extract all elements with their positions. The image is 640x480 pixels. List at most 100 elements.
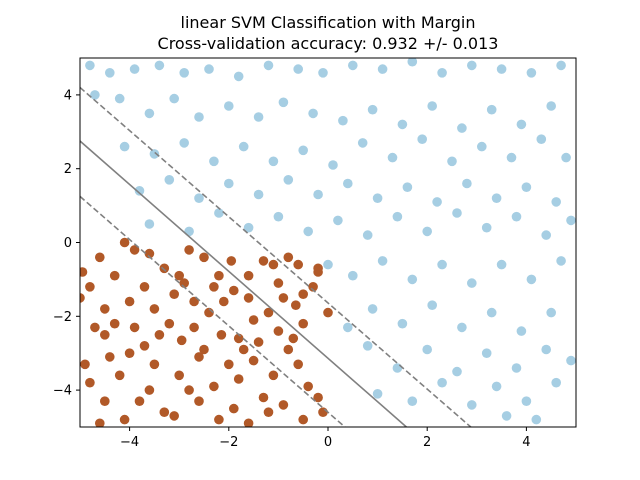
data-point-class-0 xyxy=(243,418,254,427)
data-point-class-1 xyxy=(566,355,576,366)
data-point-class-0 xyxy=(313,263,323,274)
data-point-class-1 xyxy=(491,381,502,392)
data-point-class-0 xyxy=(318,407,328,418)
data-point-class-1 xyxy=(481,222,492,233)
data-point-class-1 xyxy=(506,152,517,163)
data-point-class-1 xyxy=(377,256,388,266)
data-point-class-1 xyxy=(566,215,576,226)
data-point-class-1 xyxy=(283,175,294,185)
data-point-class-1 xyxy=(194,112,204,122)
data-point-class-1 xyxy=(526,68,537,78)
data-point-class-1 xyxy=(214,208,224,218)
data-point-class-1 xyxy=(303,226,314,237)
x-tick-label: 4 xyxy=(522,435,530,450)
data-point-class-1 xyxy=(541,230,551,240)
data-point-class-1 xyxy=(224,178,234,189)
data-point-class-0 xyxy=(144,385,155,395)
data-point-class-1 xyxy=(452,366,462,377)
x-tick-label: −2 xyxy=(219,435,238,450)
x-tick-label: −4 xyxy=(120,435,139,450)
data-point-class-1 xyxy=(105,68,115,78)
data-point-class-1 xyxy=(437,259,447,270)
data-point-class-1 xyxy=(144,108,155,119)
data-point-class-0 xyxy=(313,392,323,403)
data-point-class-1 xyxy=(362,230,373,240)
data-point-class-0 xyxy=(233,333,244,344)
data-point-class-1 xyxy=(253,112,264,122)
data-point-class-1 xyxy=(541,344,551,355)
data-point-class-1 xyxy=(536,134,547,144)
data-point-class-1 xyxy=(516,119,527,130)
plot-background xyxy=(80,58,576,427)
data-point-class-1 xyxy=(422,344,433,355)
data-point-class-0 xyxy=(100,330,110,340)
data-point-class-1 xyxy=(144,219,155,229)
data-point-class-1 xyxy=(437,68,447,78)
data-point-class-1 xyxy=(298,145,309,156)
data-point-class-0 xyxy=(129,245,140,255)
data-point-class-0 xyxy=(189,296,199,307)
data-point-class-0 xyxy=(308,282,318,292)
data-point-class-0 xyxy=(109,270,120,281)
data-point-class-1 xyxy=(496,259,507,270)
data-point-class-0 xyxy=(248,355,259,366)
y-axis: −4 −2 0 2 4 xyxy=(53,88,80,399)
data-point-class-1 xyxy=(119,141,130,152)
data-point-class-0 xyxy=(303,381,314,392)
data-point-class-0 xyxy=(278,400,289,410)
data-point-class-1 xyxy=(561,152,571,163)
data-point-class-1 xyxy=(313,189,323,200)
data-point-class-1 xyxy=(447,156,457,167)
data-point-class-1 xyxy=(343,322,353,333)
y-tick-label: 2 xyxy=(64,162,72,177)
data-point-class-1 xyxy=(224,101,234,111)
data-point-class-1 xyxy=(372,193,383,203)
data-point-class-0 xyxy=(263,307,274,318)
data-point-class-0 xyxy=(80,293,85,303)
data-point-class-0 xyxy=(124,348,135,359)
data-point-class-0 xyxy=(100,396,110,407)
data-point-class-0 xyxy=(199,252,209,263)
data-point-class-1 xyxy=(253,189,264,200)
data-point-class-1 xyxy=(467,60,477,71)
data-point-class-1 xyxy=(467,278,477,288)
data-point-class-0 xyxy=(169,289,179,300)
data-point-class-1 xyxy=(486,104,497,115)
data-point-class-0 xyxy=(291,300,301,311)
data-point-class-1 xyxy=(377,64,388,74)
data-point-class-0 xyxy=(114,370,125,381)
data-point-class-1 xyxy=(392,211,403,222)
data-point-class-1 xyxy=(501,411,512,421)
data-point-class-0 xyxy=(174,370,184,381)
data-point-class-0 xyxy=(214,270,224,281)
data-point-class-1 xyxy=(521,396,532,407)
data-point-class-0 xyxy=(164,318,175,329)
data-point-class-0 xyxy=(95,252,105,263)
data-point-class-0 xyxy=(219,296,229,307)
data-point-class-0 xyxy=(149,304,160,314)
data-point-class-1 xyxy=(348,270,358,281)
data-point-class-1 xyxy=(333,215,343,226)
data-point-class-1 xyxy=(551,197,561,207)
data-point-class-1 xyxy=(129,64,140,74)
data-point-class-1 xyxy=(293,64,304,74)
plot-area xyxy=(79,57,577,428)
x-tick-label: 0 xyxy=(324,435,332,450)
data-point-class-1 xyxy=(481,348,492,359)
data-point-class-0 xyxy=(189,322,199,333)
data-point-class-1 xyxy=(477,141,487,152)
data-point-class-0 xyxy=(149,359,160,370)
data-point-class-0 xyxy=(199,344,209,355)
data-point-class-0 xyxy=(258,256,269,266)
data-point-class-1 xyxy=(556,256,566,266)
data-point-class-1 xyxy=(209,156,219,167)
data-point-class-0 xyxy=(243,293,254,303)
data-point-class-0 xyxy=(224,359,234,370)
data-point-class-0 xyxy=(263,407,274,418)
data-point-class-1 xyxy=(90,90,100,100)
data-point-class-0 xyxy=(85,377,95,388)
data-point-class-1 xyxy=(392,363,403,373)
data-point-class-0 xyxy=(214,414,224,425)
data-point-class-0 xyxy=(238,344,249,355)
scatter-points xyxy=(80,58,576,427)
